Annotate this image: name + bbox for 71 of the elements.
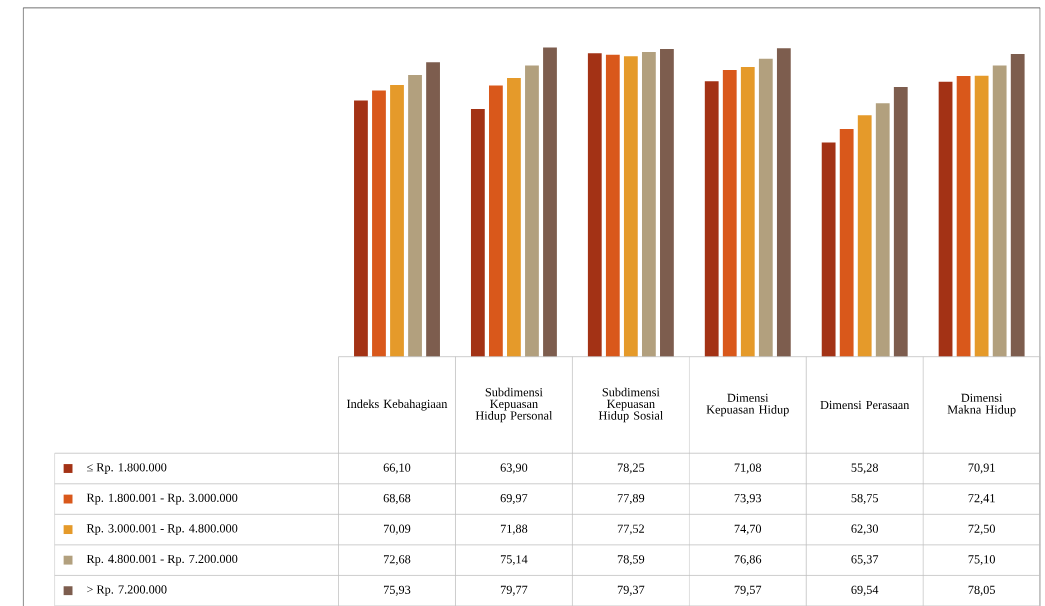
- data-label: 58,75: [851, 493, 879, 504]
- data-label: 71,88: [500, 524, 528, 535]
- data-label: 73,93: [734, 493, 762, 504]
- data-label: 77,52: [617, 524, 645, 535]
- data-label: 79,57: [734, 585, 762, 596]
- bar: [354, 100, 368, 357]
- bar: [470, 108, 485, 357]
- bar: [605, 54, 620, 357]
- bar: [956, 75, 971, 357]
- bar: [776, 48, 791, 357]
- data-label: 72,50: [968, 524, 995, 535]
- x-tick-label: Subdimensi Kepuasan Hidup Sosial: [598, 387, 663, 423]
- data-label: 79,37: [617, 585, 645, 596]
- bar: [372, 90, 386, 357]
- data-label: 78,05: [968, 585, 995, 596]
- bar: [426, 62, 440, 357]
- data-label: 70,91: [968, 463, 995, 474]
- x-tick-label: Subdimensi Kepuasan Hidup Personal: [475, 387, 553, 423]
- x-tick-label: Dimensi Perasaan: [820, 400, 910, 409]
- data-label: 79,77: [500, 585, 528, 596]
- data-label: 78,59: [617, 554, 645, 566]
- x-tick-label: Dimensi Kepuasan Hidup: [706, 393, 789, 416]
- x-tick-label: Indeks Kebahagiaan: [346, 399, 448, 411]
- data-label: 72,41: [968, 493, 995, 504]
- legend-label: Rp. 1.800.001 - Rp. 3.000.000: [86, 493, 238, 505]
- data-label: 71,08: [734, 463, 762, 474]
- data-label: 65,37: [851, 554, 879, 565]
- data-label: 68,68: [383, 493, 411, 504]
- bar: [839, 128, 854, 357]
- data-label: 76,86: [734, 554, 762, 566]
- bar: [974, 75, 989, 357]
- bar: [408, 74, 422, 357]
- bar: [992, 65, 1007, 357]
- bar: [543, 47, 557, 357]
- data-label: 77,89: [617, 493, 645, 504]
- legend-label: Rp. 4.800.001 - Rp. 7.200.000: [86, 554, 238, 566]
- bar: [525, 65, 539, 357]
- bar: [857, 115, 872, 357]
- data-label: 69,54: [851, 585, 879, 596]
- data-label: 75,14: [500, 554, 528, 565]
- bar: [875, 103, 890, 357]
- bar: [390, 84, 404, 357]
- legend-label: Rp. 3.000.001 - Rp. 4.800.000: [86, 524, 238, 535]
- data-label: 78,25: [617, 463, 645, 474]
- bar: [740, 66, 755, 357]
- bar: [507, 77, 521, 357]
- bar: [623, 56, 638, 357]
- bar: [722, 69, 737, 357]
- legend-label: > Rp. 7.200.000: [87, 585, 167, 596]
- data-label: 70,09: [383, 524, 411, 535]
- bar: [821, 142, 836, 357]
- data-label: 74,70: [734, 524, 762, 535]
- bar: [489, 85, 503, 357]
- legend-label: ≤ Rp. 1.800.000: [86, 462, 167, 474]
- data-label: 55,28: [851, 463, 879, 474]
- data-label: 75,10: [968, 554, 995, 566]
- data-label: 66,10: [383, 463, 411, 474]
- bar: [1010, 53, 1025, 357]
- bar: [641, 51, 656, 357]
- data-label: 69,97: [500, 493, 528, 504]
- data-label: 63,90: [500, 463, 528, 474]
- bar: [660, 48, 674, 357]
- bar: [758, 58, 773, 357]
- data-label: 72,68: [383, 554, 411, 566]
- data-label: 62,30: [851, 524, 879, 535]
- bar: [704, 80, 719, 357]
- x-tick-label: Dimensi Makna Hidup: [947, 393, 1016, 416]
- bar: [587, 53, 602, 357]
- bar: [938, 81, 953, 357]
- bar: [893, 86, 908, 357]
- data-label: 75,93: [383, 585, 411, 596]
